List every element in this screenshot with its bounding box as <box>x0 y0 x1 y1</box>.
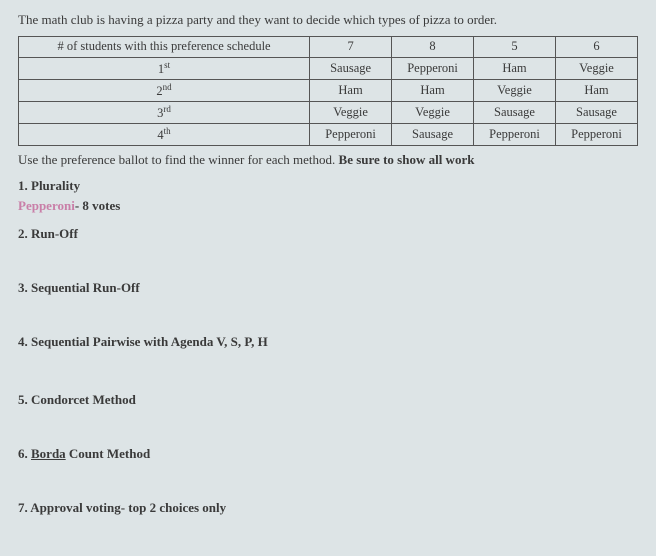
instruction-bold: Be sure to show all work <box>339 152 475 167</box>
intro-text: The math club is having a pizza party an… <box>18 12 638 28</box>
question-2: 2. Run-Off <box>18 226 638 242</box>
question-3: 3. Sequential Run-Off <box>18 280 638 296</box>
answer-1: Pepperoni- 8 votes <box>18 198 638 214</box>
pref-cell: Veggie <box>474 79 556 101</box>
pref-cell: Ham <box>310 79 392 101</box>
borda-underline: Borda <box>31 446 66 461</box>
count-cell: 5 <box>474 37 556 58</box>
answer-pepperoni: Pepperoni <box>18 198 75 213</box>
pref-cell: Veggie <box>555 57 637 79</box>
count-cell: 8 <box>392 37 474 58</box>
question-5: 5. Condorcet Method <box>18 392 638 408</box>
pref-cell: Pepperoni <box>474 124 556 146</box>
rank-cell: 1st <box>19 57 310 79</box>
question-6: 6. Borda Count Method <box>18 446 638 462</box>
table-row: # of students with this preference sched… <box>19 37 638 58</box>
pref-cell: Veggie <box>392 101 474 123</box>
pref-cell: Pepperoni <box>310 124 392 146</box>
table-row: 4th Pepperoni Sausage Pepperoni Pepperon… <box>19 124 638 146</box>
question-4: 4. Sequential Pairwise with Agenda V, S,… <box>18 334 638 350</box>
pref-cell: Sausage <box>474 101 556 123</box>
pref-cell: Ham <box>392 79 474 101</box>
table-row: 1st Sausage Pepperoni Ham Veggie <box>19 57 638 79</box>
count-cell: 7 <box>310 37 392 58</box>
pref-cell: Ham <box>555 79 637 101</box>
instruction-pre: Use the preference ballot to find the wi… <box>18 152 339 167</box>
pref-cell: Pepperoni <box>392 57 474 79</box>
pref-cell: Sausage <box>310 57 392 79</box>
pref-cell: Sausage <box>392 124 474 146</box>
pref-cell: Pepperoni <box>555 124 637 146</box>
rank-cell: 2nd <box>19 79 310 101</box>
rank-cell: 3rd <box>19 101 310 123</box>
rank-cell: 4th <box>19 124 310 146</box>
pref-cell: Veggie <box>310 101 392 123</box>
preference-table: # of students with this preference sched… <box>18 36 638 146</box>
table-row: 3rd Veggie Veggie Sausage Sausage <box>19 101 638 123</box>
table-row: 2nd Ham Ham Veggie Ham <box>19 79 638 101</box>
question-1: 1. Plurality <box>18 178 638 194</box>
header-label: # of students with this preference sched… <box>19 37 310 58</box>
question-7: 7. Approval voting- top 2 choices only <box>18 500 638 516</box>
pref-cell: Ham <box>474 57 556 79</box>
instruction: Use the preference ballot to find the wi… <box>18 152 638 168</box>
pref-cell: Sausage <box>555 101 637 123</box>
count-cell: 6 <box>555 37 637 58</box>
answer-votes: - 8 votes <box>75 198 121 213</box>
